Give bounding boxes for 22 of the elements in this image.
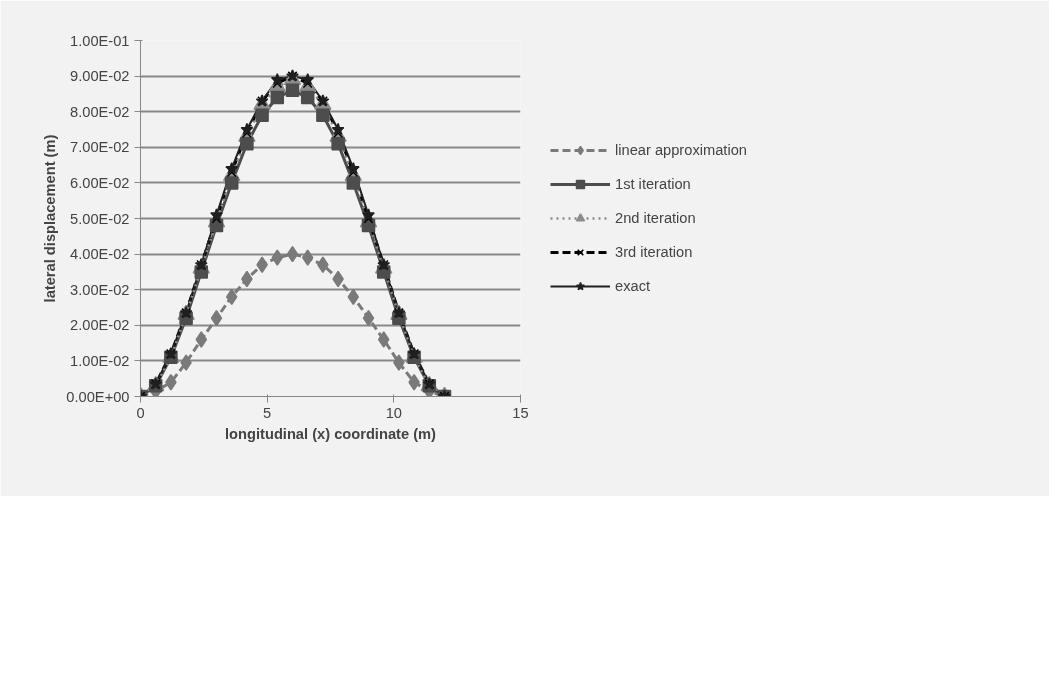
x-tick-label: 5: [263, 404, 272, 421]
legend-label: 1st iteration: [615, 176, 691, 192]
x-tick-label: 0: [136, 404, 145, 421]
x-tick-label: 15: [512, 404, 529, 421]
y-tick-label: 1.00E-01: [70, 32, 130, 49]
y-tick-label: 1.00E-02: [70, 352, 130, 369]
y-tick-label: 6.00E-02: [70, 174, 130, 191]
y-tick-label: 0.00E+00: [66, 388, 130, 405]
legend-label: linear approximation: [615, 142, 747, 158]
legend-label: 3rd iteration: [615, 244, 693, 260]
y-tick-label: 3.00E-02: [70, 281, 130, 298]
legend-label: 2nd iteration: [615, 210, 696, 226]
legend-label: exact: [615, 278, 651, 294]
x-tick-label: 10: [385, 404, 402, 421]
y-tick-label: 5.00E-02: [70, 210, 130, 227]
y-tick-label: 7.00E-02: [70, 139, 130, 156]
y-tick-label: 8.00E-02: [70, 103, 130, 120]
y-tick-label: 2.00E-02: [70, 317, 130, 334]
y-tick-label: 4.00E-02: [70, 246, 130, 263]
y-tick-label: 9.00E-02: [70, 68, 130, 85]
y-axis-title: lateral displacement (m): [42, 134, 59, 303]
x-axis-title: longitudinal (x) coordinate (m): [225, 425, 437, 442]
